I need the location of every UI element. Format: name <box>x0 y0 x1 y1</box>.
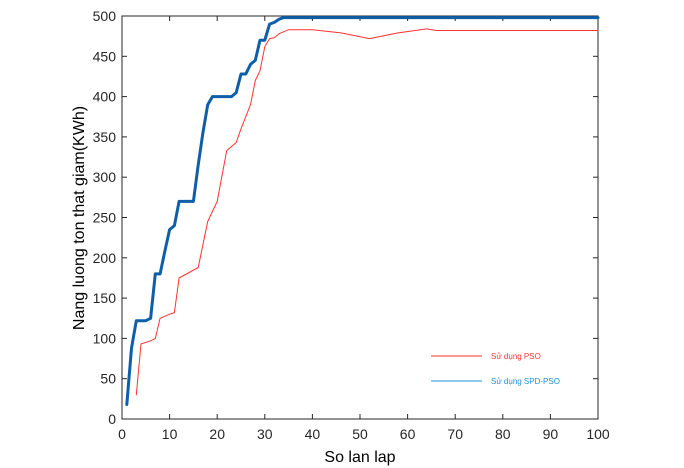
y-tick-label: 300 <box>93 169 117 185</box>
series-lines <box>125 16 600 406</box>
x-tick-label: 30 <box>257 426 273 442</box>
plot-area <box>121 15 599 420</box>
x-tick-label: 10 <box>162 426 178 442</box>
y-tick-label: 0 <box>108 411 116 427</box>
legend-label-pso: Sử dụng PSO <box>491 352 541 361</box>
x-tick-label: 70 <box>447 426 463 442</box>
series-line-pso <box>135 28 599 396</box>
x-tick-label: 20 <box>209 426 225 442</box>
y-axis-label: Nang luong ton that giam(KWh) <box>71 106 88 330</box>
y-tick-label: 450 <box>93 48 117 64</box>
x-tick-label: 40 <box>305 426 321 442</box>
legend-label-spd-pso: Sử dụng SPD-PSO <box>491 377 560 386</box>
y-tick-label: 350 <box>93 129 117 145</box>
y-tick-label: 50 <box>100 371 116 387</box>
y-tick-label: 500 <box>93 8 117 24</box>
x-tick-label: 80 <box>495 426 511 442</box>
x-axis-label: So lan lap <box>324 449 395 466</box>
x-tick-label: 100 <box>586 426 610 442</box>
legend: Sử dụng PSO Sử dụng SPD-PSO <box>431 352 560 386</box>
x-tick-label: 60 <box>400 426 416 442</box>
y-tick-label: 400 <box>93 89 117 105</box>
y-tick-label: 150 <box>93 290 117 306</box>
y-tick-label: 100 <box>93 330 117 346</box>
x-tick-label: 50 <box>352 426 368 442</box>
y-tick-label: 200 <box>93 250 117 266</box>
tick-labels: 0 10 20 30 40 50 60 70 80 90 100 0 50 100 150 200 250 300… <box>93 8 610 442</box>
x-tick-label: 0 <box>118 426 126 442</box>
y-tick-label: 250 <box>93 210 117 226</box>
x-tick-label: 90 <box>543 426 559 442</box>
series-line-spd-pso <box>125 16 600 406</box>
